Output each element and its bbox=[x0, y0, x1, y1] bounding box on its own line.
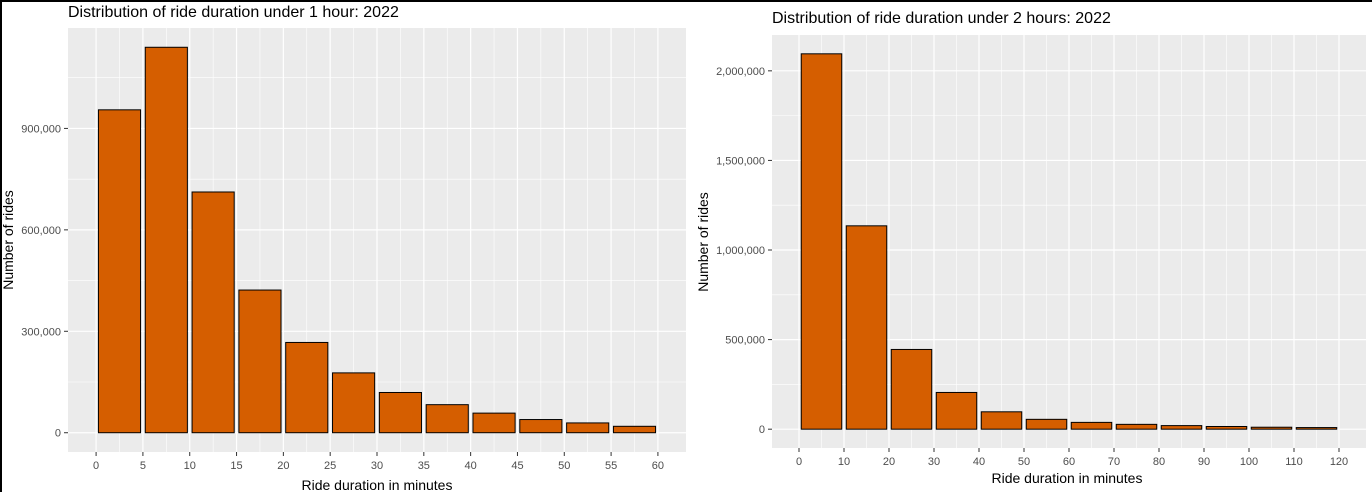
bar bbox=[1205, 425, 1248, 430]
x-tick-label: 90 bbox=[1198, 456, 1210, 468]
bar bbox=[1250, 426, 1293, 430]
x-tick-label: 40 bbox=[973, 456, 985, 468]
bar bbox=[800, 53, 843, 430]
bar bbox=[97, 109, 142, 434]
chart-title: Distribution of ride duration under 2 ho… bbox=[772, 10, 1111, 27]
histogram-under-2-hours: Distribution of ride duration under 2 ho… bbox=[695, 10, 1366, 486]
bar bbox=[332, 372, 376, 434]
bar bbox=[1070, 421, 1113, 430]
x-tick-label: 0 bbox=[796, 456, 802, 468]
x-tick-label: 5 bbox=[140, 460, 146, 472]
bar bbox=[845, 225, 888, 430]
x-tick-label: 45 bbox=[511, 460, 523, 472]
bar bbox=[238, 289, 282, 434]
bar bbox=[566, 422, 610, 434]
x-tick-label: 10 bbox=[184, 460, 196, 472]
bar bbox=[1295, 427, 1338, 430]
y-tick-label: 0 bbox=[55, 428, 61, 440]
bar bbox=[935, 391, 978, 430]
bar bbox=[1160, 425, 1203, 430]
y-tick-label: 500,000 bbox=[725, 335, 765, 347]
bar bbox=[425, 404, 469, 434]
bar bbox=[144, 46, 188, 434]
bar bbox=[472, 412, 516, 434]
x-tick-label: 25 bbox=[324, 460, 336, 472]
x-tick-label: 10 bbox=[838, 456, 850, 468]
window-left-edge bbox=[0, 0, 2, 492]
bar bbox=[378, 391, 422, 434]
y-tick-label: 1,500,000 bbox=[716, 155, 765, 167]
major-gridlines bbox=[772, 35, 1366, 448]
window-top-edge bbox=[0, 0, 1372, 2]
x-tick-label: 110 bbox=[1285, 456, 1303, 468]
bar bbox=[191, 191, 235, 434]
bar bbox=[519, 419, 563, 434]
x-tick-label: 20 bbox=[277, 460, 289, 472]
bar bbox=[1115, 423, 1158, 430]
x-tick-label: 35 bbox=[418, 460, 430, 472]
x-tick-label: 80 bbox=[1153, 456, 1165, 468]
bar bbox=[612, 425, 657, 434]
bars bbox=[97, 46, 657, 434]
x-tick-label: 30 bbox=[928, 456, 940, 468]
x-tick-label: 50 bbox=[1018, 456, 1030, 468]
y-axis-label: Number of rides bbox=[0, 190, 16, 290]
x-tick-label: 0 bbox=[93, 460, 99, 472]
bar bbox=[1025, 418, 1068, 430]
x-tick-label: 120 bbox=[1330, 456, 1348, 468]
y-tick-label: 900,000 bbox=[21, 123, 61, 135]
x-tick-label: 55 bbox=[605, 460, 617, 472]
x-axis-ticks: 0 10 20 30 40 50 60 70 80 90 100 110 120 bbox=[796, 448, 1348, 468]
chart-title: Distribution of ride duration under 1 ho… bbox=[68, 4, 399, 21]
y-tick-label: 2,000,000 bbox=[716, 66, 765, 78]
x-tick-label: 30 bbox=[371, 460, 383, 472]
histogram-under-1-hour: Distribution of ride duration under 1 ho… bbox=[0, 4, 686, 492]
x-axis-label: Ride duration in minutes bbox=[992, 470, 1143, 486]
x-tick-label: 60 bbox=[1063, 456, 1075, 468]
y-tick-label: 1,000,000 bbox=[716, 245, 765, 257]
x-tick-label: 15 bbox=[230, 460, 242, 472]
bar bbox=[890, 348, 933, 430]
y-tick-label: 0 bbox=[759, 424, 765, 436]
y-axis-label: Number of rides bbox=[695, 192, 711, 292]
x-tick-label: 100 bbox=[1240, 456, 1258, 468]
bars bbox=[800, 53, 1338, 430]
y-axis-ticks: 0 300,000 600,000 900,000 bbox=[21, 123, 68, 440]
y-axis-ticks: 0 500,000 1,000,000 1,500,000 2,000,000 bbox=[716, 66, 772, 436]
x-tick-label: 50 bbox=[558, 460, 570, 472]
y-tick-label: 300,000 bbox=[21, 326, 61, 338]
x-tick-label: 20 bbox=[883, 456, 895, 468]
bar bbox=[980, 411, 1023, 430]
x-tick-label: 40 bbox=[465, 460, 477, 472]
bar bbox=[285, 341, 329, 434]
x-tick-label: 70 bbox=[1108, 456, 1120, 468]
x-axis-ticks: 0 5 10 15 20 25 30 35 40 45 50 55 60 bbox=[93, 452, 664, 472]
y-tick-label: 600,000 bbox=[21, 225, 61, 237]
x-tick-label: 60 bbox=[652, 460, 664, 472]
x-axis-label: Ride duration in minutes bbox=[302, 477, 453, 492]
